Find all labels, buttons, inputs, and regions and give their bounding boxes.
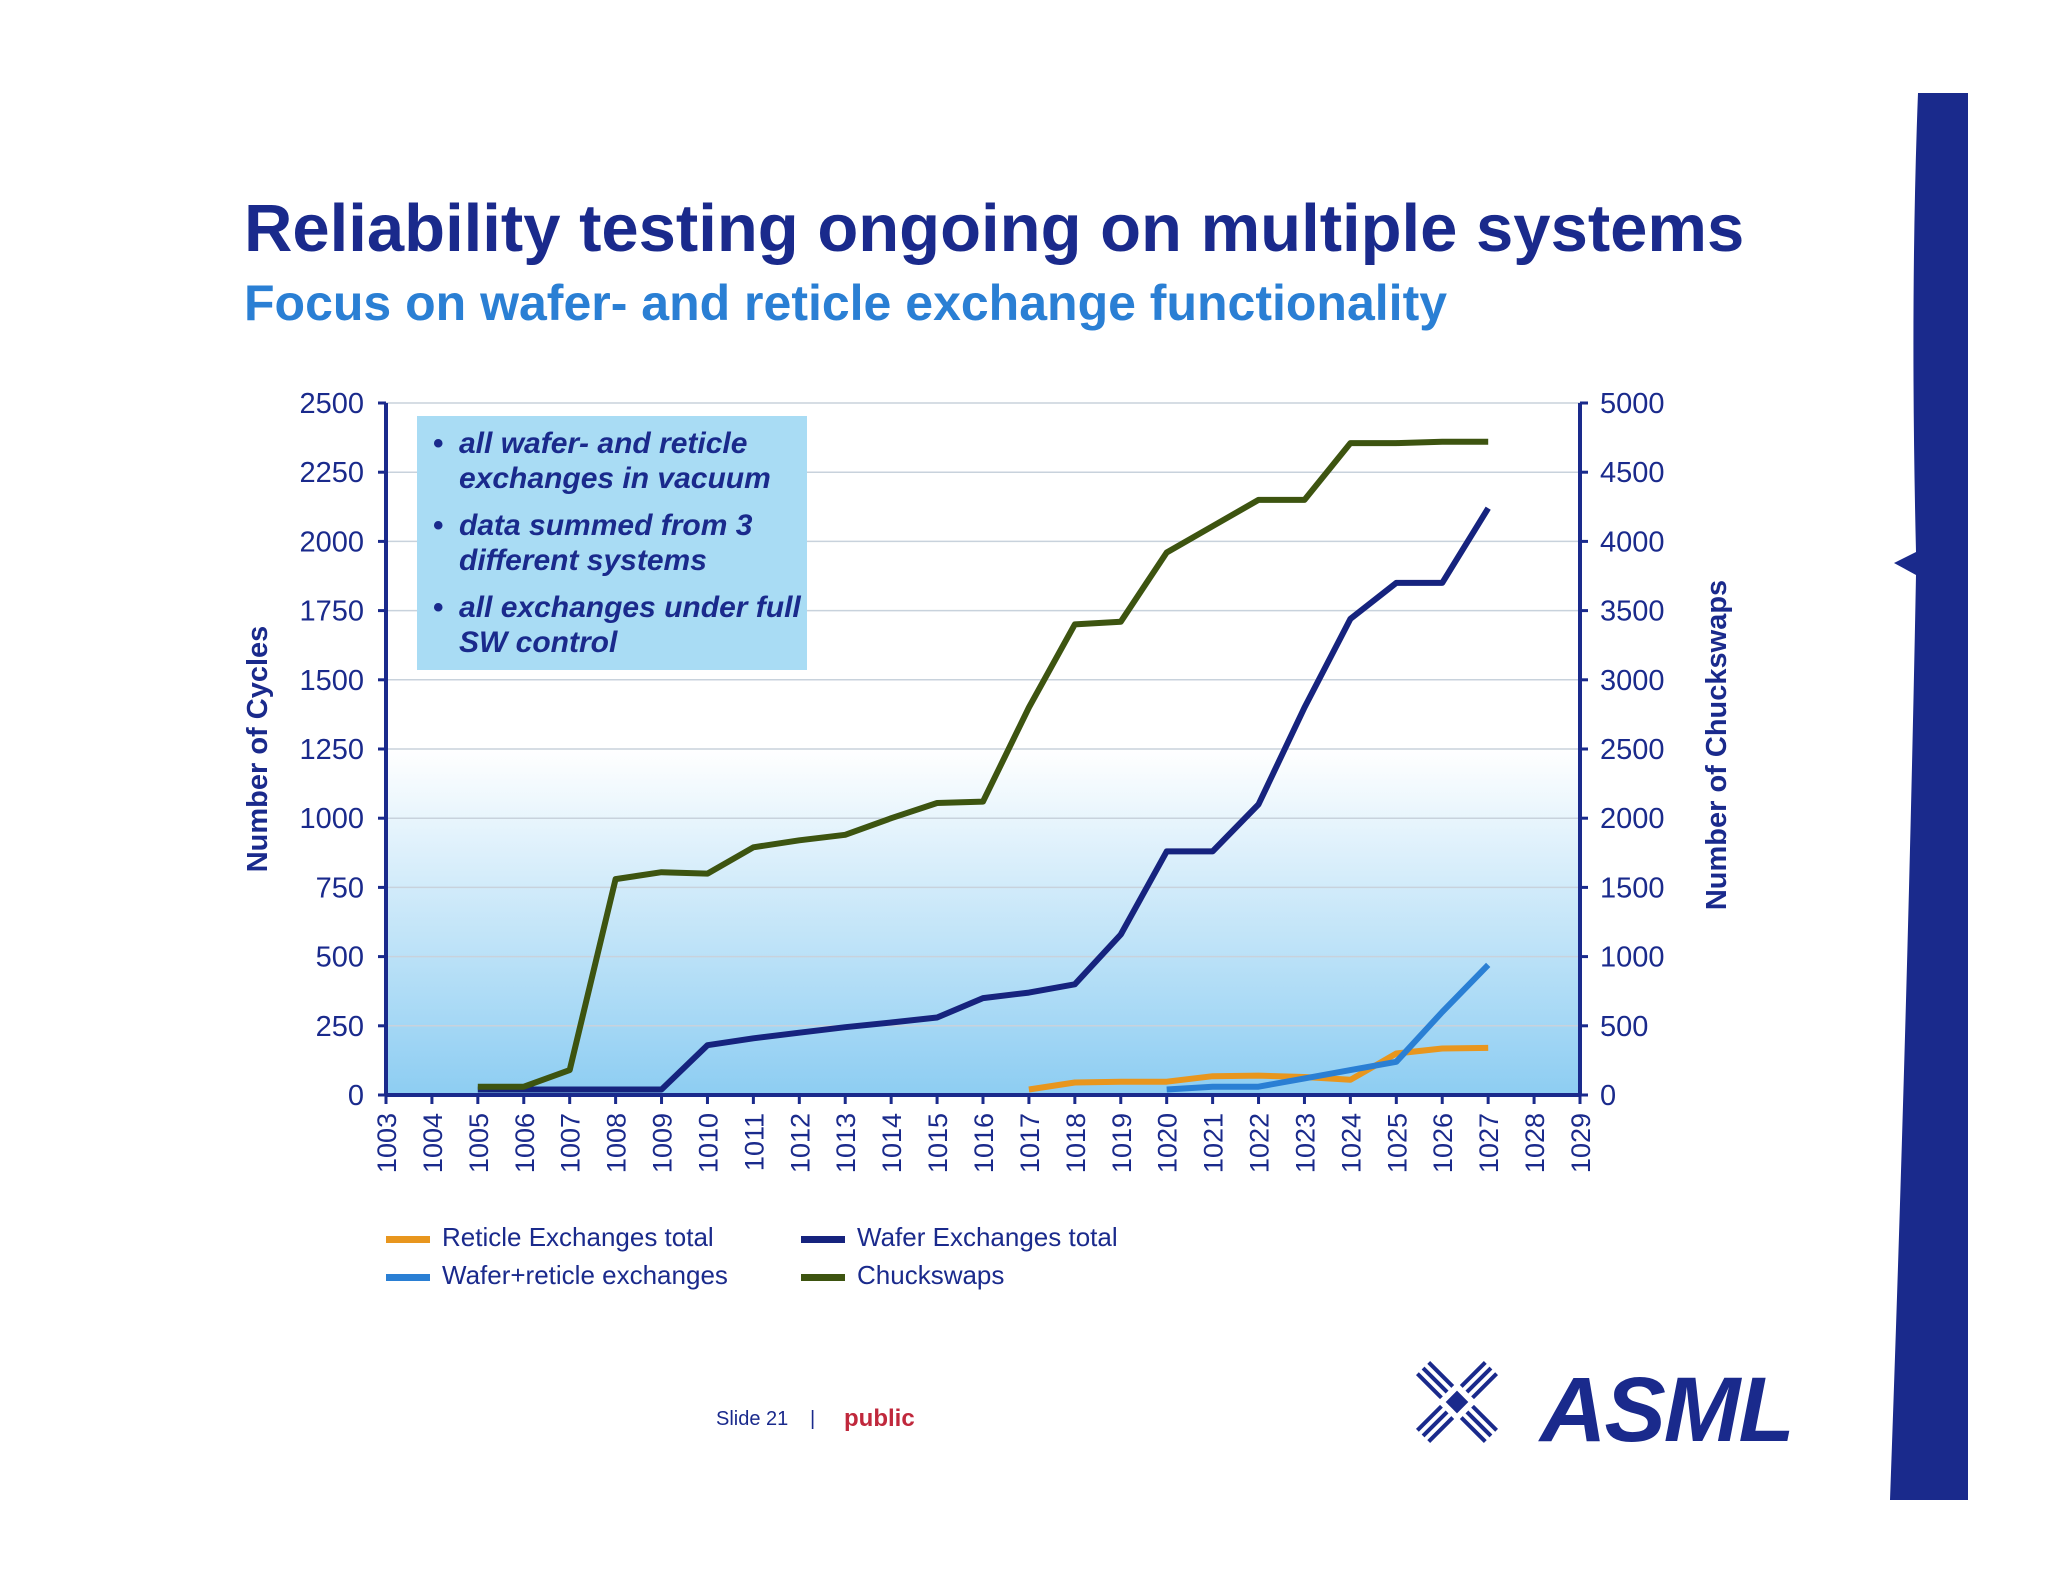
y-tick-label: 0 [348, 1080, 364, 1112]
y-tick-label: 500 [316, 942, 364, 974]
legend-label: Wafer+reticle exchanges [442, 1260, 728, 1290]
y-tick-label: 2000 [299, 526, 364, 558]
x-tick-label: 1027 [1474, 1113, 1504, 1173]
y2-axis-label: Number of Chuckswaps [1701, 580, 1733, 910]
legend-label: Reticle Exchanges total [442, 1222, 714, 1252]
legend-swatch [386, 1235, 430, 1243]
y2-tick-label: 2500 [1600, 734, 1665, 766]
x-tick-label: 1008 [602, 1113, 632, 1173]
legend-label: Chuckswaps [857, 1260, 1005, 1290]
y2-tick-label: 0 [1600, 1080, 1616, 1112]
x-tick-label: 1018 [1061, 1113, 1091, 1173]
x-tick-label: 1026 [1428, 1113, 1458, 1173]
x-tick-label: 1019 [1107, 1113, 1137, 1173]
legend-item-wafer-total: Wafer Exchanges total [801, 1222, 1118, 1253]
y2-tick-label: 3000 [1600, 665, 1665, 697]
x-tick-label: 1025 [1382, 1113, 1412, 1173]
y-tick-label: 2250 [299, 457, 364, 489]
y2-tick-label: 4500 [1600, 457, 1665, 489]
legend-label: Wafer Exchanges total [857, 1222, 1118, 1252]
y-tick-label: 250 [316, 1011, 364, 1043]
series-line-reticle-exchanges-total [1028, 1044, 1489, 1093]
tick-labels: 0 250 500 750 1000 1250 1500 1750 2000 2250 2500 0 5… [299, 388, 1664, 1173]
series-lines [477, 438, 1491, 1093]
page-subtitle: Focus on wafer- and reticle exchange fun… [244, 275, 1448, 331]
callout-item: all wafer- and reticle exchanges in vacu… [433, 426, 807, 496]
legend-swatch [801, 1273, 845, 1281]
axes [378, 401, 1588, 1104]
x-tick-label: 1028 [1520, 1113, 1550, 1173]
y2-tick-label: 5000 [1600, 388, 1665, 420]
slide-number: Slide 21 [716, 1408, 789, 1430]
callout-item: all exchanges under full SW control [433, 590, 807, 660]
series-line-chuckswaps [477, 438, 1489, 1090]
x-tick-label: 1024 [1336, 1113, 1366, 1173]
y2-tick-label: 1500 [1600, 872, 1665, 904]
x-tick-label: 1007 [556, 1113, 586, 1173]
legend-swatch [801, 1235, 845, 1243]
legend-swatch [386, 1273, 430, 1281]
x-tick-label: 1013 [831, 1113, 861, 1173]
x-tick-label: 1006 [510, 1113, 540, 1173]
asml-logo-text: ASML [1540, 1359, 1795, 1461]
x-tick-label: 1003 [372, 1113, 402, 1173]
x-tick-label: 1005 [464, 1113, 494, 1173]
y-tick-label: 1250 [299, 734, 364, 766]
y-axis-label: Number of Cycles [242, 626, 274, 873]
y-tick-label: 1750 [299, 596, 364, 628]
x-tick-label: 1014 [877, 1113, 907, 1173]
x-tick-label: 1017 [1015, 1113, 1045, 1173]
x-tick-label: 1009 [648, 1113, 678, 1173]
y-tick-label: 1500 [299, 665, 364, 697]
legend-item-chuckswaps: Chuckswaps [801, 1260, 1004, 1291]
legend-item-reticle: Reticle Exchanges total [386, 1222, 714, 1253]
legend-item-wafer-reticle: Wafer+reticle exchanges [386, 1260, 728, 1291]
y2-tick-label: 1000 [1600, 942, 1665, 974]
x-tick-label: 1016 [969, 1113, 999, 1173]
y2-tick-label: 2000 [1600, 803, 1665, 835]
y2-tick-label: 4000 [1600, 526, 1665, 558]
asml-logo-mark-icon [1415, 1360, 1499, 1444]
x-tick-label: 1021 [1199, 1113, 1229, 1173]
x-tick-label: 1012 [785, 1113, 815, 1173]
footer-separator: | [810, 1408, 816, 1430]
x-tick-label: 1010 [693, 1113, 723, 1173]
x-tick-label: 1022 [1245, 1113, 1275, 1173]
x-tick-label: 1020 [1153, 1113, 1183, 1173]
callout-item: data summed from 3 different systems [433, 508, 807, 578]
x-tick-label: 1015 [923, 1113, 953, 1173]
x-tick-label: 1011 [739, 1113, 769, 1171]
y2-tick-label: 500 [1600, 1011, 1648, 1043]
y-tick-label: 1000 [299, 803, 364, 835]
x-tick-label: 1004 [418, 1113, 448, 1173]
page-title: Reliability testing ongoing on multiple … [244, 191, 1745, 266]
x-tick-label: 1029 [1566, 1113, 1596, 1173]
callout-box: all wafer- and reticle exchanges in vacu… [417, 416, 807, 670]
classification-label: public [844, 1405, 915, 1432]
x-tick-label: 1023 [1290, 1113, 1320, 1173]
series-line-wafer-reticle-exchanges [1166, 962, 1491, 1093]
y2-tick-label: 3500 [1600, 596, 1665, 628]
y-tick-label: 2500 [299, 388, 364, 420]
y-tick-label: 750 [316, 872, 364, 904]
series-line-wafer-exchanges-total [477, 506, 1491, 1093]
